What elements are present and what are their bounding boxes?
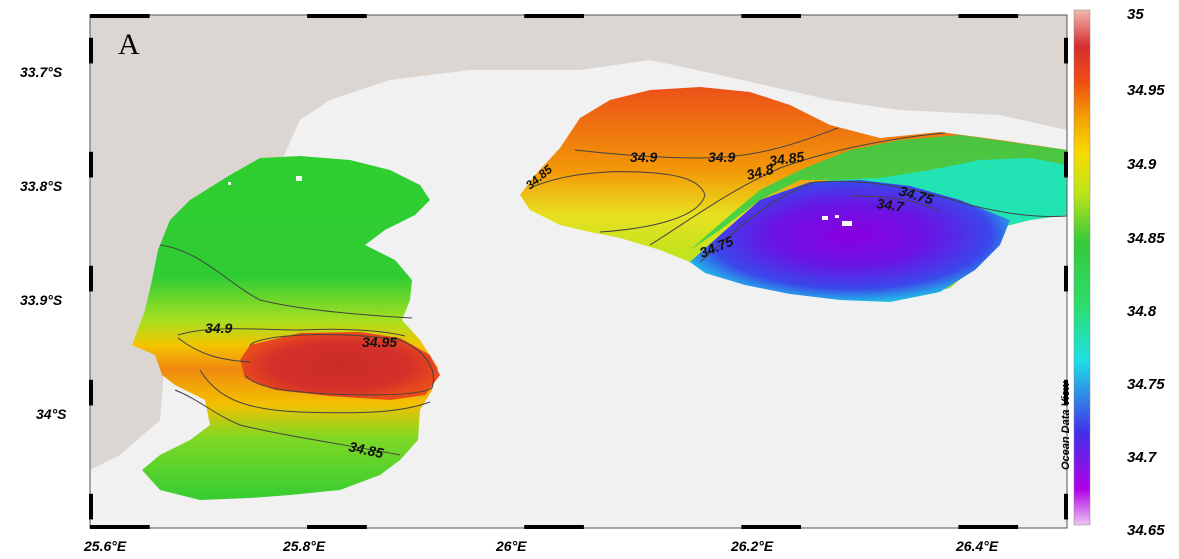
contour-label: 34.8 <box>745 161 776 183</box>
contour-label: 34.9 <box>205 320 232 336</box>
frame-ticks <box>89 14 1068 529</box>
contour-label: 34.9 <box>708 149 735 165</box>
colorbar-tick-label: 34.8 <box>1127 303 1157 320</box>
lon-label: 26.2°E <box>731 538 774 554</box>
colorbar-tick-label: 34.75 <box>1127 376 1165 393</box>
colorbar-tick-label: 34.85 <box>1127 230 1165 247</box>
lon-label: 26°E <box>496 538 527 554</box>
contour-label: 34.95 <box>362 334 397 350</box>
colorbar-tick-label: 34.7 <box>1127 449 1157 466</box>
contour-label: 34.9 <box>630 149 657 165</box>
lat-label: 33.7°S <box>20 64 63 80</box>
lat-label: 34°S <box>36 406 67 422</box>
east-salinity-field <box>520 87 1067 302</box>
colorbar-tick-label: 34.95 <box>1127 82 1165 99</box>
colorbar <box>1073 9 1091 526</box>
contour-label: 34.85 <box>768 148 805 169</box>
panel-label: A <box>118 28 140 61</box>
lat-label: 33.9°S <box>20 292 63 308</box>
lat-label: 33.8°S <box>20 178 63 194</box>
colorbar-tick-label: 35 <box>1127 6 1144 23</box>
lon-label: 26.4°E <box>956 538 999 554</box>
colorbar-tick-label: 34.9 <box>1127 156 1157 173</box>
ocean-data-view-watermark: Ocean Data View <box>1060 381 1072 470</box>
lon-label: 25.8°E <box>283 538 326 554</box>
west-salinity-field <box>132 156 440 500</box>
colorbar-tick-label: 34.65 <box>1127 522 1165 539</box>
contour-label: 34.7 <box>876 195 906 215</box>
lon-label: 25.6°E <box>84 538 127 554</box>
contour-label: 34.85 <box>347 438 385 461</box>
